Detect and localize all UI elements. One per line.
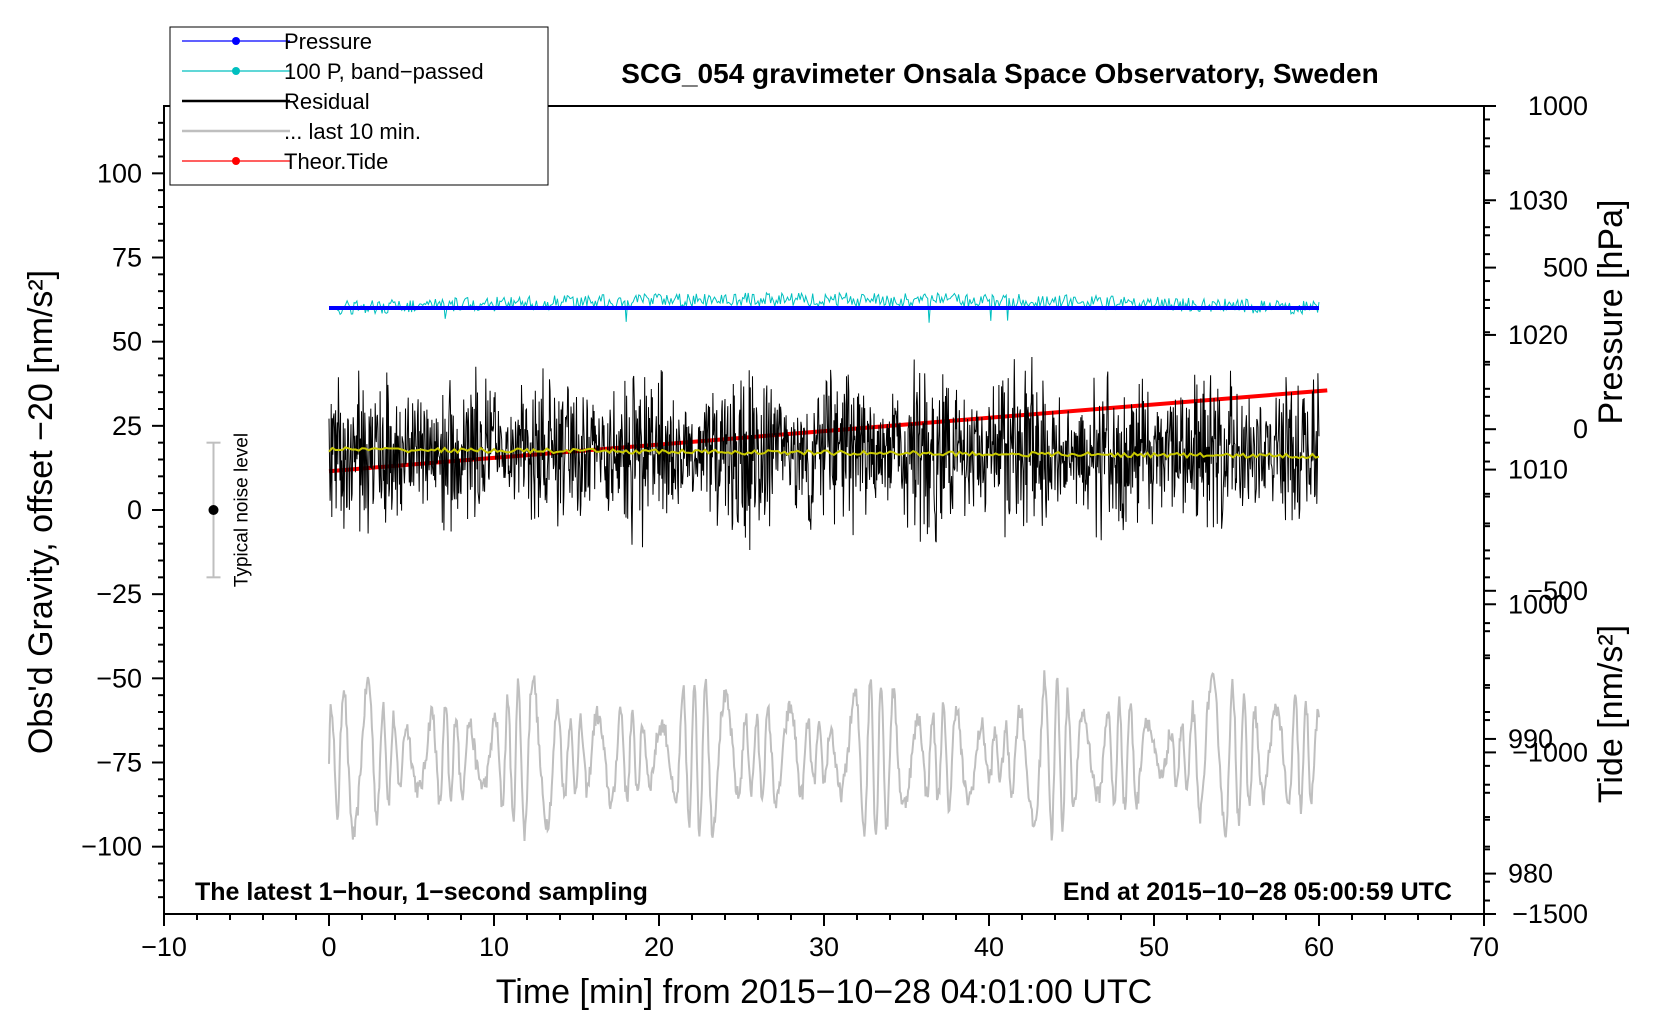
tide-tick-label: −1500 [1512, 899, 1588, 929]
chart-title: SCG_054 gravimeter Onsala Space Observat… [621, 58, 1378, 89]
x-tick-label: 0 [321, 932, 336, 962]
x-tick-label: 30 [809, 932, 839, 962]
noise-layer: Typical noise level [206, 433, 253, 587]
legend-label: 100 P, band−passed [284, 59, 484, 84]
tide-tick-label: 500 [1543, 253, 1588, 283]
y-tick-label: 0 [127, 495, 142, 525]
y-tick-label: −100 [81, 832, 142, 862]
annotation-end-time: End at 2015−10−28 05:00:59 UTC [1063, 878, 1452, 906]
pressure-tick-label: 1020 [1508, 320, 1568, 350]
y-axis-label-left: Obs'd Gravity, offset −20 [nm/s²] [22, 270, 60, 754]
tide-tick-label: −1000 [1512, 737, 1588, 767]
y-tick-label: 50 [112, 327, 142, 357]
y-tick-label: −25 [96, 579, 142, 609]
y-tick-label: 75 [112, 243, 142, 273]
bandpassed-pressure-line [337, 291, 1320, 323]
residual-line [328, 356, 1320, 551]
legend-label: ... last 10 min. [284, 119, 421, 144]
noise-bar-label: Typical noise level [232, 433, 253, 587]
annotation-sampling: The latest 1−hour, 1−second sampling [195, 878, 648, 906]
noise-bar-center-dot [208, 505, 219, 515]
pressure-tick-label: 990 [1508, 724, 1553, 754]
legend-label: Residual [284, 89, 370, 114]
y-axis-label-pressure: Pressure [hPa] [1592, 200, 1630, 425]
x-axis-label: Time [min] from 2015−10−28 04:01:00 UTC [496, 973, 1152, 1011]
y-tick-label: −50 [96, 663, 142, 693]
residual-smoothed-line [328, 446, 1320, 460]
pressure-tick-label: 1030 [1508, 185, 1568, 215]
series-layer [328, 291, 1328, 842]
x-tick-label: 60 [1304, 932, 1334, 962]
x-tick-label: −10 [141, 932, 187, 962]
legend-marker [232, 37, 240, 45]
x-tick-label: 50 [1139, 932, 1169, 962]
legend-label: Theor.Tide [284, 149, 388, 174]
legend-label: Pressure [284, 29, 372, 54]
tide-tick-label: −500 [1527, 576, 1588, 606]
last-10-min-line [328, 670, 1320, 842]
legend-marker [232, 157, 240, 165]
x-tick-label: 20 [644, 932, 674, 962]
legend-items: Pressure 100 P, band−passed Residual ... la… [182, 29, 484, 174]
pressure-tick-label: 1010 [1508, 455, 1568, 485]
y-tick-label: −75 [96, 748, 142, 778]
legend-marker [232, 67, 240, 75]
y-tick-label: 100 [97, 158, 142, 188]
x-tick-label: 40 [974, 932, 1004, 962]
tide-tick-label: 0 [1573, 414, 1588, 444]
pressure-tick-label: 980 [1508, 859, 1553, 889]
y-axis-label-tide: Tide [nm/s²] [1592, 625, 1630, 803]
x-tick-label: 10 [479, 932, 509, 962]
y-tick-label: 25 [112, 411, 142, 441]
tide-tick-label: 1000 [1528, 91, 1588, 121]
x-tick-label: 70 [1469, 932, 1499, 962]
pressure-tick-label: 1000 [1508, 589, 1568, 619]
ticks-layer: −10 0 10 20 30 40 50 60 701007550250−25−50−75−10… [81, 91, 1588, 962]
legend: Pressure 100 P, band−passed Residual ... la… [169, 26, 549, 186]
